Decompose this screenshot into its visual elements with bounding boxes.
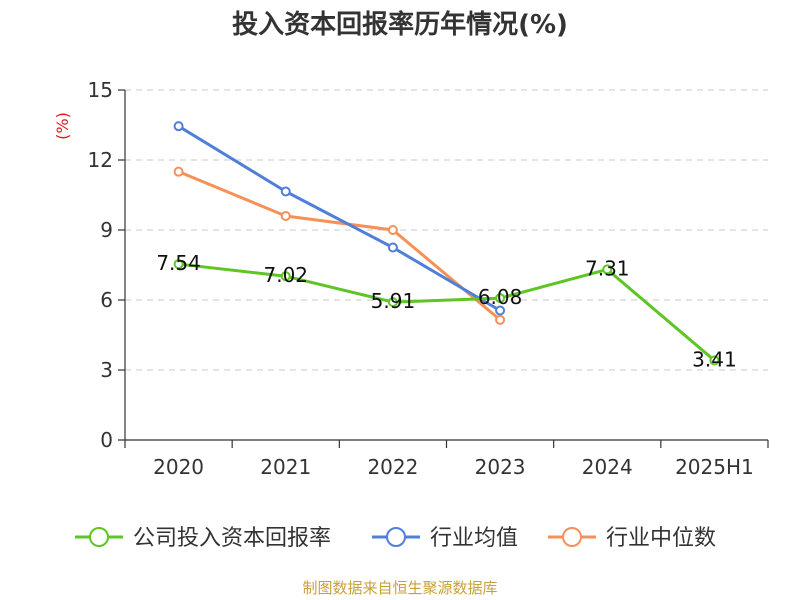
y-tick-label: 6 [100, 288, 113, 312]
legend-label: 公司投入资本回报率 [133, 526, 331, 551]
x-tick-label: 2022 [367, 455, 418, 479]
legend-marker [386, 527, 406, 547]
y-tick-label: 3 [100, 358, 113, 382]
y-tick-label: 12 [88, 148, 113, 172]
data-point [709, 355, 720, 366]
y-tick-label: 0 [100, 428, 113, 452]
data-label: 7.54 [156, 251, 201, 275]
y-tick-label: 9 [100, 218, 113, 242]
legend-label: 行业均值 [430, 526, 518, 551]
y-tick-label: 15 [88, 78, 113, 102]
series-2 [173, 166, 506, 325]
data-point [173, 259, 184, 270]
x-tick-label: 2024 [582, 455, 633, 479]
x-tick-label: 2023 [475, 455, 526, 479]
data-point [173, 166, 184, 177]
series-line [178, 170, 502, 321]
y-axis-ticks: 0 3 6 9 12 15 [88, 78, 126, 452]
data-label: 3.41 [692, 347, 737, 371]
data-point [495, 293, 506, 304]
source-note: 制图数据来自恒生聚源数据库 [302, 579, 497, 597]
chart-title: 投入资本回报率历年情况(%) [232, 9, 568, 40]
data-label: 5.91 [371, 289, 416, 313]
series-line [177, 124, 501, 312]
data-labels: 7.54 7.02 5.91 6.08 7.31 3.41 [156, 251, 736, 371]
data-point [280, 186, 291, 197]
data-point [387, 225, 398, 235]
data-point [280, 271, 291, 282]
gridlines [125, 89, 768, 371]
data-label: 7.31 [585, 256, 630, 280]
y-axis-label: (%) [53, 112, 72, 140]
data-label: 7.02 [263, 263, 308, 287]
legend-marker [562, 527, 582, 547]
x-tick-label: 2020 [153, 455, 204, 479]
series-line [178, 262, 716, 362]
legend-item-2: 行业中位数 [548, 526, 716, 551]
series-0 [173, 259, 720, 366]
data-point [387, 242, 398, 253]
legend: 公司投入资本回报率 行业均值 行业中位数 [75, 526, 716, 551]
x-axis: 2020 2021 2022 2023 2024 2025H1 [124, 439, 769, 479]
legend-item-1: 行业均值 [372, 526, 518, 551]
data-point [602, 264, 613, 275]
series-lines [173, 121, 720, 366]
x-tick-label: 2025H1 [675, 455, 754, 479]
data-point [495, 305, 506, 316]
data-point [387, 297, 398, 308]
data-label: 6.08 [478, 285, 523, 309]
x-tick-label: 2021 [260, 455, 311, 479]
series-1 [173, 121, 506, 316]
legend-label: 行业中位数 [606, 526, 716, 551]
data-point [495, 314, 506, 325]
data-point [173, 121, 184, 132]
data-point [280, 211, 291, 221]
legend-marker [89, 527, 109, 547]
legend-item-0: 公司投入资本回报率 [75, 526, 331, 551]
